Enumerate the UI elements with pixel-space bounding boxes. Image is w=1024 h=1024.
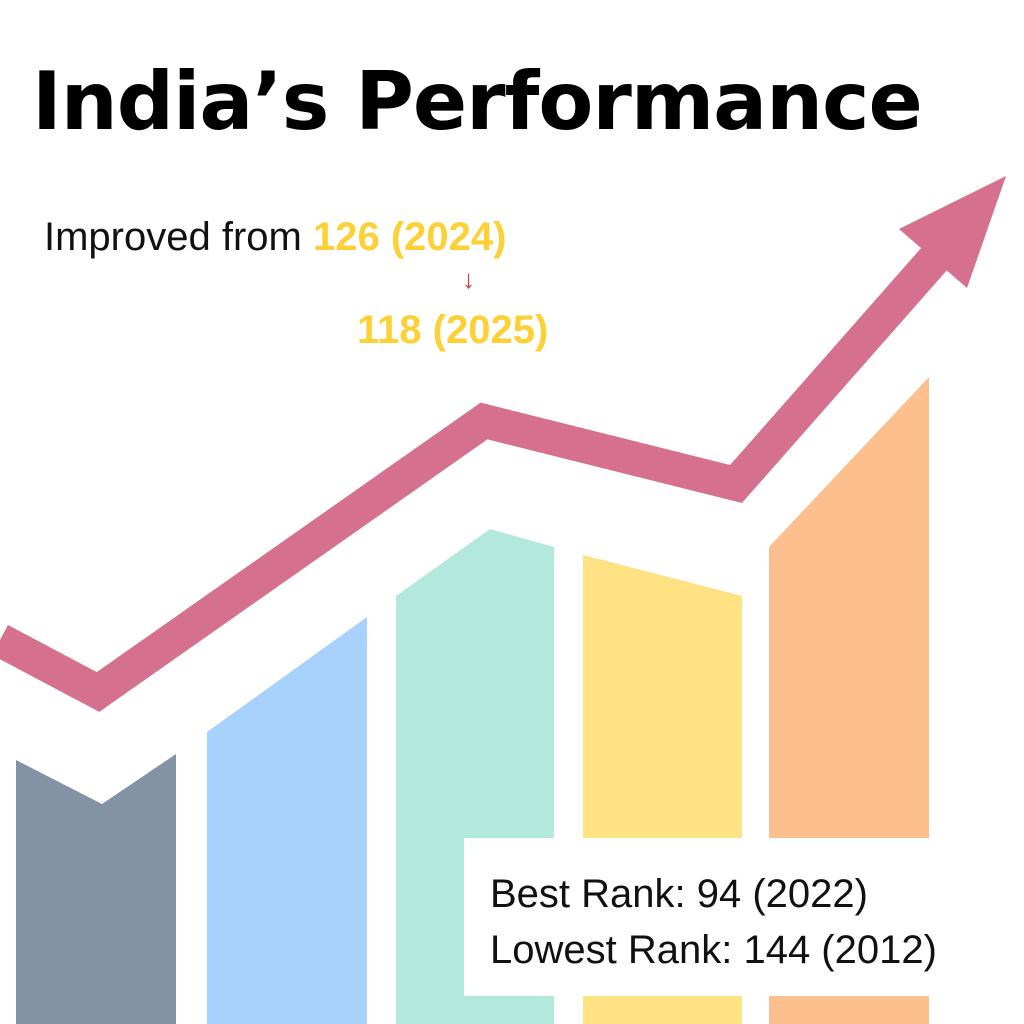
lowest-rank: Lowest Rank: 144 (2012)	[490, 928, 937, 972]
page-title: India’s Performance	[32, 55, 923, 148]
rank-stats-box: Best Rank: 94 (2022) Lowest Rank: 144 (2…	[464, 838, 1004, 996]
current-rank: 118 (2025)	[357, 308, 549, 352]
improvement-line: Improved from 126 (2024)	[44, 213, 506, 261]
trend-arrow-line	[0, 246, 948, 712]
bar-1	[16, 754, 176, 1024]
improvement-prefix: Improved from	[44, 215, 313, 259]
bar-2	[207, 617, 367, 1024]
down-arrow-icon: ↓	[462, 264, 475, 294]
previous-rank: 126 (2024)	[312, 215, 507, 259]
best-rank: Best Rank: 94 (2022)	[490, 872, 868, 916]
upward-trend-arrow-icon	[899, 176, 1006, 288]
